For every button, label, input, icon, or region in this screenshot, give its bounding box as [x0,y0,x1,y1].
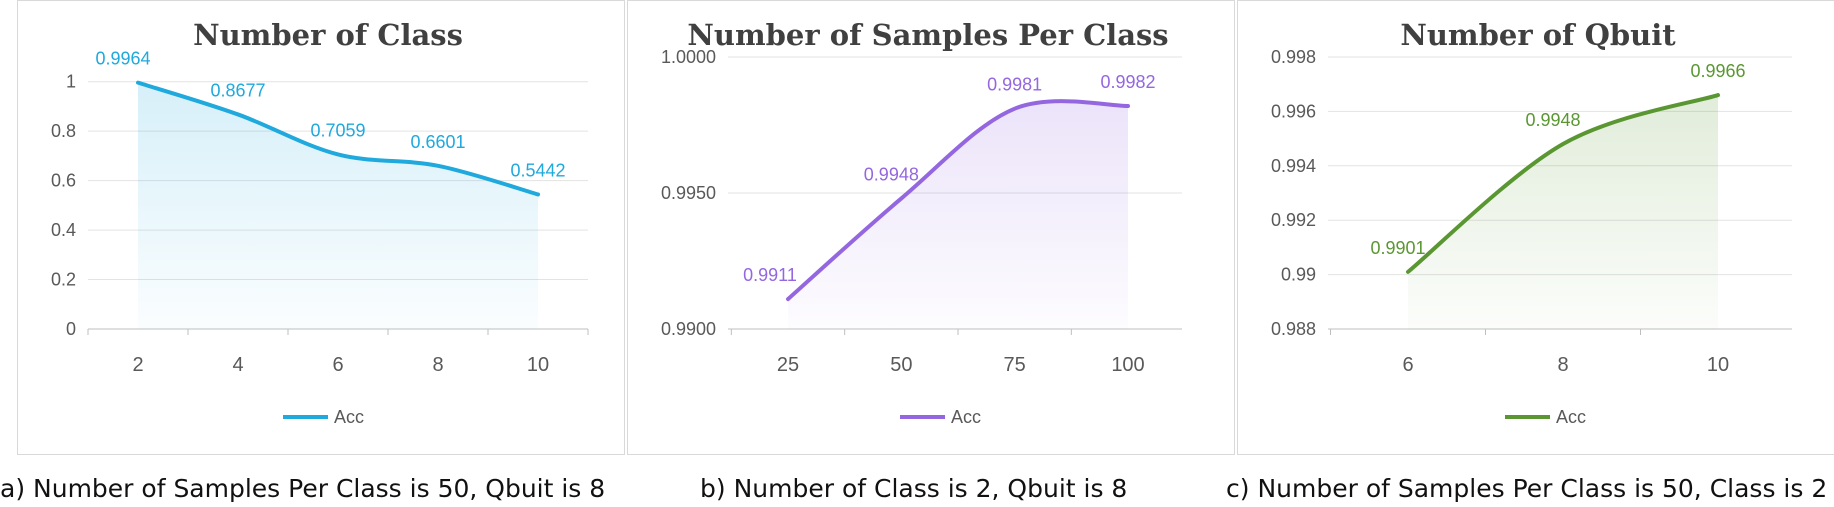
chart-samples-xtick: 50 [890,354,912,376]
chart-class-data-label: 0.6601 [410,132,465,152]
chart-class-ytick: 0.2 [51,270,76,290]
chart-class-xtick: 2 [132,354,143,376]
chart-panel-qbit: Number of Qbuit 0.988 0.99 0.992 0.994 0.996 0… [1237,0,1834,455]
chart-samples-xtick: 25 [777,354,799,376]
chart-class-xtick: 10 [527,354,549,376]
chart-samples-ytick: 1.0000 [661,47,716,67]
chart-qbit-svg: Number of Qbuit 0.988 0.99 0.992 0.994 0.996 0… [1271,18,1792,427]
chart-class-ytick: 0.8 [51,121,76,141]
chart-qbit-ytick: 0.994 [1271,156,1316,176]
chart-samples-xtick: 100 [1111,354,1144,376]
chart-qbit-data-label: 0.9948 [1525,110,1580,130]
chart-class-legend-label: Acc [334,407,364,427]
chart-class-svg: Number of Class 0 0.2 0.4 0.6 0.8 1 2 4 6 8 10 0.996… [51,18,589,427]
chart-class-ytick: 0.4 [51,220,76,240]
chart-class-title: Number of Class [193,18,463,52]
chart-class-data-label: 0.9964 [95,49,150,69]
chart-samples-series-line [786,99,1130,302]
chart-qbit-ytick: 0.99 [1281,265,1316,285]
chart-qbit-area [1408,95,1718,329]
chart-qbit-series-line [1406,93,1720,274]
chart-panel-samples: Number of Samples Per Class 0.9900 0.9950 1… [627,0,1235,455]
chart-class-ytick: 1 [66,72,76,92]
chart-panel-class: Number of Class 0 0.2 0.4 0.6 0.8 1 2 4 6 8 10 0.996… [17,0,625,455]
chart-samples-svg: Number of Samples Per Class 0.9900 0.9950 1… [661,18,1182,427]
chart-class-xtick: 6 [332,354,343,376]
chart-samples-data-label: 0.9982 [1100,72,1155,92]
chart-samples-legend-label: Acc [951,407,981,427]
chart-class-area [138,82,538,329]
chart-class-xtick: 4 [232,354,243,376]
chart-qbit-ytick: 0.988 [1271,319,1316,339]
chart-class-series-line [136,80,540,197]
chart-samples-xtick: 75 [1004,354,1026,376]
chart-class-ytick: 0.6 [51,171,76,191]
chart-samples-data-label: 0.9981 [987,75,1042,95]
chart-qbit-ytick: 0.992 [1271,210,1316,230]
chart-qbit-xtick: 6 [1402,354,1413,376]
chart-qbit-ytick: 0.996 [1271,101,1316,121]
chart-qbit-legend-label: Acc [1556,407,1586,427]
chart-class-data-label: 0.8677 [210,80,265,100]
chart-qbit-xtick: 10 [1707,354,1729,376]
caption-a: a) Number of Samples Per Class is 50, Qb… [0,474,606,503]
caption-c: c) Number of Samples Per Class is 50, Cl… [1226,474,1828,503]
chart-qbit-title: Number of Qbuit [1400,18,1676,52]
chart-class-data-label: 0.7059 [310,120,365,140]
chart-qbit-data-label: 0.9966 [1690,61,1745,81]
chart-class-data-label: 0.5442 [510,160,565,180]
chart-class-ytick: 0 [66,319,76,339]
chart-qbit-data-label: 0.9901 [1370,238,1425,258]
chart-samples-ytick: 0.9900 [661,319,716,339]
chart-qbit-xtick: 8 [1557,354,1568,376]
chart-samples-data-label: 0.9948 [864,164,919,184]
chart-class-xtick: 8 [432,354,443,376]
caption-b: b) Number of Class is 2, Qbuit is 8 [700,474,1128,503]
chart-qbit-ytick: 0.998 [1271,47,1316,67]
chart-samples-title: Number of Samples Per Class [687,18,1168,52]
chart-samples-ytick: 0.9950 [661,183,716,203]
chart-samples-area [788,101,1128,329]
chart-samples-data-label: 0.9911 [743,265,797,285]
